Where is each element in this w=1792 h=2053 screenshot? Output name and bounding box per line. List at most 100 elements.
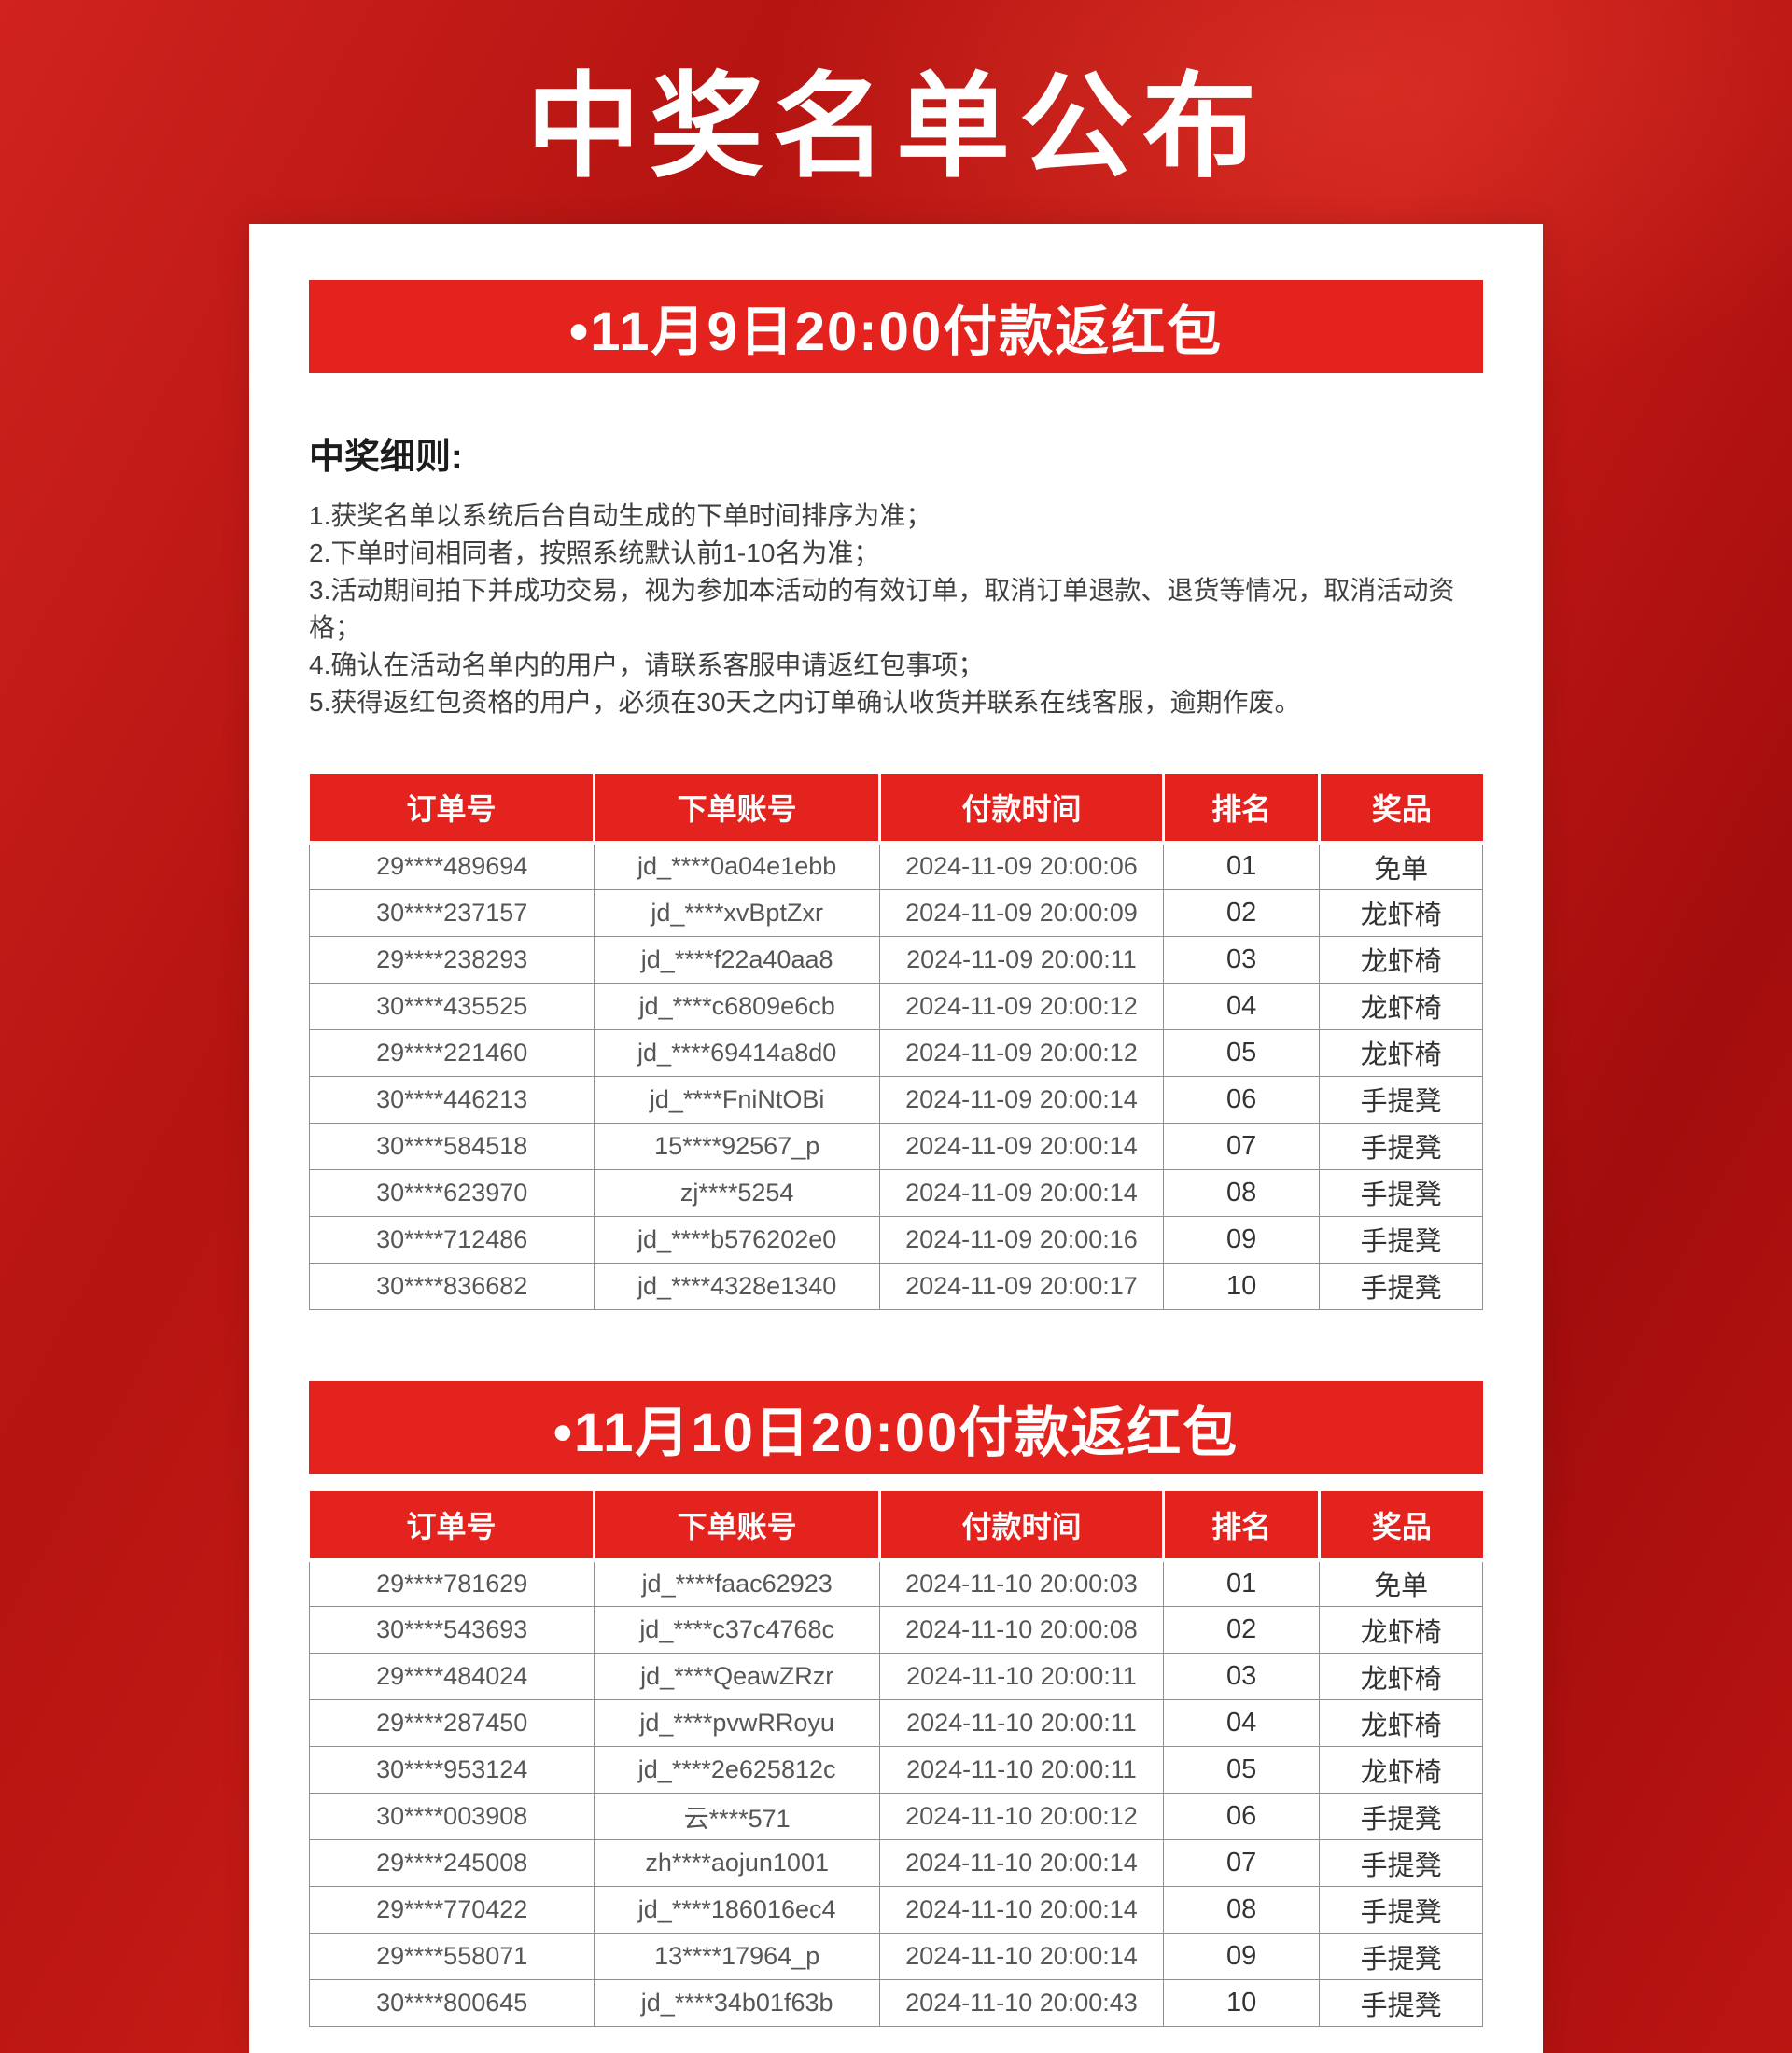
table-row: 30****953124 jd_****2e625812c 2024-11-10 2… xyxy=(308,1746,1483,1794)
table-cell: 30****712486 xyxy=(308,1215,595,1264)
table-cell: 2024-11-10 20:00:11 xyxy=(878,1699,1165,1747)
column-header: 下单账号 xyxy=(594,774,881,845)
table-row: 30****584518 15****92567_p 2024-11-09 20:0… xyxy=(308,1122,1483,1170)
table-cell: 2024-11-10 20:00:14 xyxy=(878,1839,1165,1887)
table-cell: jd_****b576202e0 xyxy=(594,1215,880,1264)
table-cell: 2024-11-09 20:00:12 xyxy=(878,982,1165,1030)
table-cell: 2024-11-09 20:00:14 xyxy=(878,1122,1165,1170)
section-nov10: •11月10日20:00付款返红包 订单号 下单账号 付款时间 排名 奖品 29****… xyxy=(308,1380,1483,2027)
table-row: 29****489694 jd_****0a04e1ebb 2024-11-09 2… xyxy=(308,842,1483,890)
table-cell: 手提凳 xyxy=(1319,1215,1483,1264)
table-cell: 手提凳 xyxy=(1319,1168,1483,1217)
table-cell: 01 xyxy=(1163,1559,1321,1607)
table-cell: 2024-11-09 20:00:11 xyxy=(878,935,1165,984)
table-cell: 08 xyxy=(1163,1168,1321,1217)
table-cell: 03 xyxy=(1163,1653,1321,1700)
table-cell: 08 xyxy=(1163,1886,1321,1934)
column-header: 奖品 xyxy=(1319,774,1483,845)
table-row: 30****836682 jd_****4328e1340 2024-11-09 2… xyxy=(308,1262,1483,1310)
table-cell: 05 xyxy=(1163,1028,1321,1077)
rules-block: 中奖细则: 1.获奖名单以系统后台自动生成的下单时间排序为准； 2.下单时间相同… xyxy=(309,427,1483,721)
table-cell: 免单 xyxy=(1319,842,1483,890)
table-cell: 02 xyxy=(1163,1606,1321,1654)
column-header: 订单号 xyxy=(309,774,596,845)
table-cell: 手提凳 xyxy=(1319,1262,1483,1310)
table-cell: 龙虾椅 xyxy=(1319,1653,1483,1700)
column-header: 奖品 xyxy=(1319,1490,1483,1562)
table-cell: 29****221460 xyxy=(308,1028,595,1077)
table-cell: 2024-11-09 20:00:14 xyxy=(878,1075,1165,1124)
table-row: 30****623970 zj****5254 2024-11-09 20:00:1… xyxy=(308,1168,1483,1217)
table-cell: 2024-11-09 20:00:12 xyxy=(878,1028,1165,1077)
table-cell: 29****770422 xyxy=(308,1886,595,1934)
table-cell: 2024-11-09 20:00:06 xyxy=(878,842,1165,890)
section-banner-nov9: •11月9日20:00付款返红包 xyxy=(309,280,1483,373)
table-cell: 09 xyxy=(1163,1933,1321,1980)
table-cell: 30****584518 xyxy=(308,1122,595,1170)
table-cell: 手提凳 xyxy=(1319,1793,1483,1840)
table-row: 29****221460 jd_****69414a8d0 2024-11-09 2… xyxy=(308,1028,1483,1077)
table-row: 30****237157 jd_****xvBptZxr 2024-11-09 20… xyxy=(308,888,1483,937)
table-cell: 15****92567_p xyxy=(594,1122,880,1170)
table-cell: 30****543693 xyxy=(308,1606,595,1654)
table-cell: 04 xyxy=(1163,1699,1321,1747)
winners-table-nov10: 订单号 下单账号 付款时间 排名 奖品 29****781629 jd_****faac6… xyxy=(308,1490,1483,2027)
table-cell: 30****446213 xyxy=(308,1075,595,1124)
table-cell: 02 xyxy=(1163,888,1321,937)
table-cell: 05 xyxy=(1163,1746,1321,1794)
table-cell: 13****17964_p xyxy=(594,1933,880,1980)
table-row: 29****770422 jd_****186016ec4 2024-11-10 2… xyxy=(308,1886,1483,1934)
table-cell: 2024-11-10 20:00:03 xyxy=(878,1559,1165,1607)
table-cell: 龙虾椅 xyxy=(1319,1606,1483,1654)
table-cell: 2024-11-09 20:00:16 xyxy=(878,1215,1165,1264)
table-cell: 10 xyxy=(1163,1979,1321,2027)
table-cell: 龙虾椅 xyxy=(1319,982,1483,1030)
table-cell: jd_****c37c4768c xyxy=(594,1606,880,1654)
table-header-row: 订单号 下单账号 付款时间 排名 奖品 xyxy=(309,774,1483,845)
table-cell: 手提凳 xyxy=(1319,1886,1483,1934)
table-cell: 龙虾椅 xyxy=(1319,935,1483,984)
table-row: 29****287450 jd_****pvwRRoyu 2024-11-10 20… xyxy=(308,1699,1483,1747)
table-cell: 龙虾椅 xyxy=(1319,1746,1483,1794)
rules-title: 中奖细则: xyxy=(309,438,463,477)
table-cell: 29****781629 xyxy=(308,1559,595,1607)
table-cell: jd_****QeawZRzr xyxy=(594,1653,880,1700)
table-cell: 手提凳 xyxy=(1319,1839,1483,1887)
column-header: 排名 xyxy=(1163,1490,1322,1562)
table-cell: 01 xyxy=(1163,842,1321,890)
table-cell: 30****435525 xyxy=(308,982,595,1030)
table-cell: jd_****faac62923 xyxy=(594,1559,880,1607)
table-cell: jd_****c6809e6cb xyxy=(594,982,880,1030)
section-banner-nov10: •11月10日20:00付款返红包 xyxy=(309,1380,1483,1474)
table-cell: 29****484024 xyxy=(308,1653,595,1700)
table-cell: 30****237157 xyxy=(308,888,595,937)
table-cell: 10 xyxy=(1163,1262,1321,1310)
column-header: 付款时间 xyxy=(879,1490,1166,1562)
table-row: 30****446213 jd_****FniNtOBi 2024-11-09 20… xyxy=(308,1075,1483,1124)
table-cell: 2024-11-10 20:00:43 xyxy=(878,1979,1165,2027)
table-body: 29****781629 jd_****faac62923 2024-11-10 2… xyxy=(308,1559,1483,2027)
table-cell: 2024-11-10 20:00:12 xyxy=(878,1793,1165,1840)
table-cell: 2024-11-10 20:00:11 xyxy=(878,1746,1165,1794)
table-cell: 2024-11-10 20:00:14 xyxy=(878,1933,1165,1980)
page-title: 中奖名单公布 xyxy=(526,63,1266,190)
table-cell: 29****287450 xyxy=(308,1699,595,1747)
table-cell: jd_****69414a8d0 xyxy=(594,1028,880,1077)
table-cell: jd_****186016ec4 xyxy=(594,1886,880,1934)
table-cell: jd_****f22a40aa8 xyxy=(594,935,880,984)
table-cell: zh****aojun1001 xyxy=(594,1839,880,1887)
table-cell: 手提凳 xyxy=(1319,1075,1483,1124)
section-nov9: •11月9日20:00付款返红包 中奖细则: 1.获奖名单以系统后台自动生成的下… xyxy=(308,280,1483,1310)
table-row: 30****800645 jd_****34b01f63b 2024-11-10 2… xyxy=(308,1979,1483,2027)
table-header: 订单号 下单账号 付款时间 排名 奖品 xyxy=(309,1490,1483,1562)
table-cell: 03 xyxy=(1163,935,1321,984)
table-cell: 手提凳 xyxy=(1319,1933,1483,1980)
table-cell: 30****836682 xyxy=(308,1262,595,1310)
table-cell: jd_****xvBptZxr xyxy=(594,888,880,937)
table-cell: jd_****4328e1340 xyxy=(594,1262,880,1310)
table-row: 29****558071 13****17964_p 2024-11-10 20:0… xyxy=(308,1933,1483,1980)
column-header: 订单号 xyxy=(309,1490,596,1562)
table-cell: 30****003908 xyxy=(308,1793,595,1840)
table-row: 29****238293 jd_****f22a40aa8 2024-11-09 2… xyxy=(308,935,1483,984)
rules-item-4: 4.确认在活动名单内的用户，请联系客服申请返红包事项； xyxy=(309,650,985,679)
